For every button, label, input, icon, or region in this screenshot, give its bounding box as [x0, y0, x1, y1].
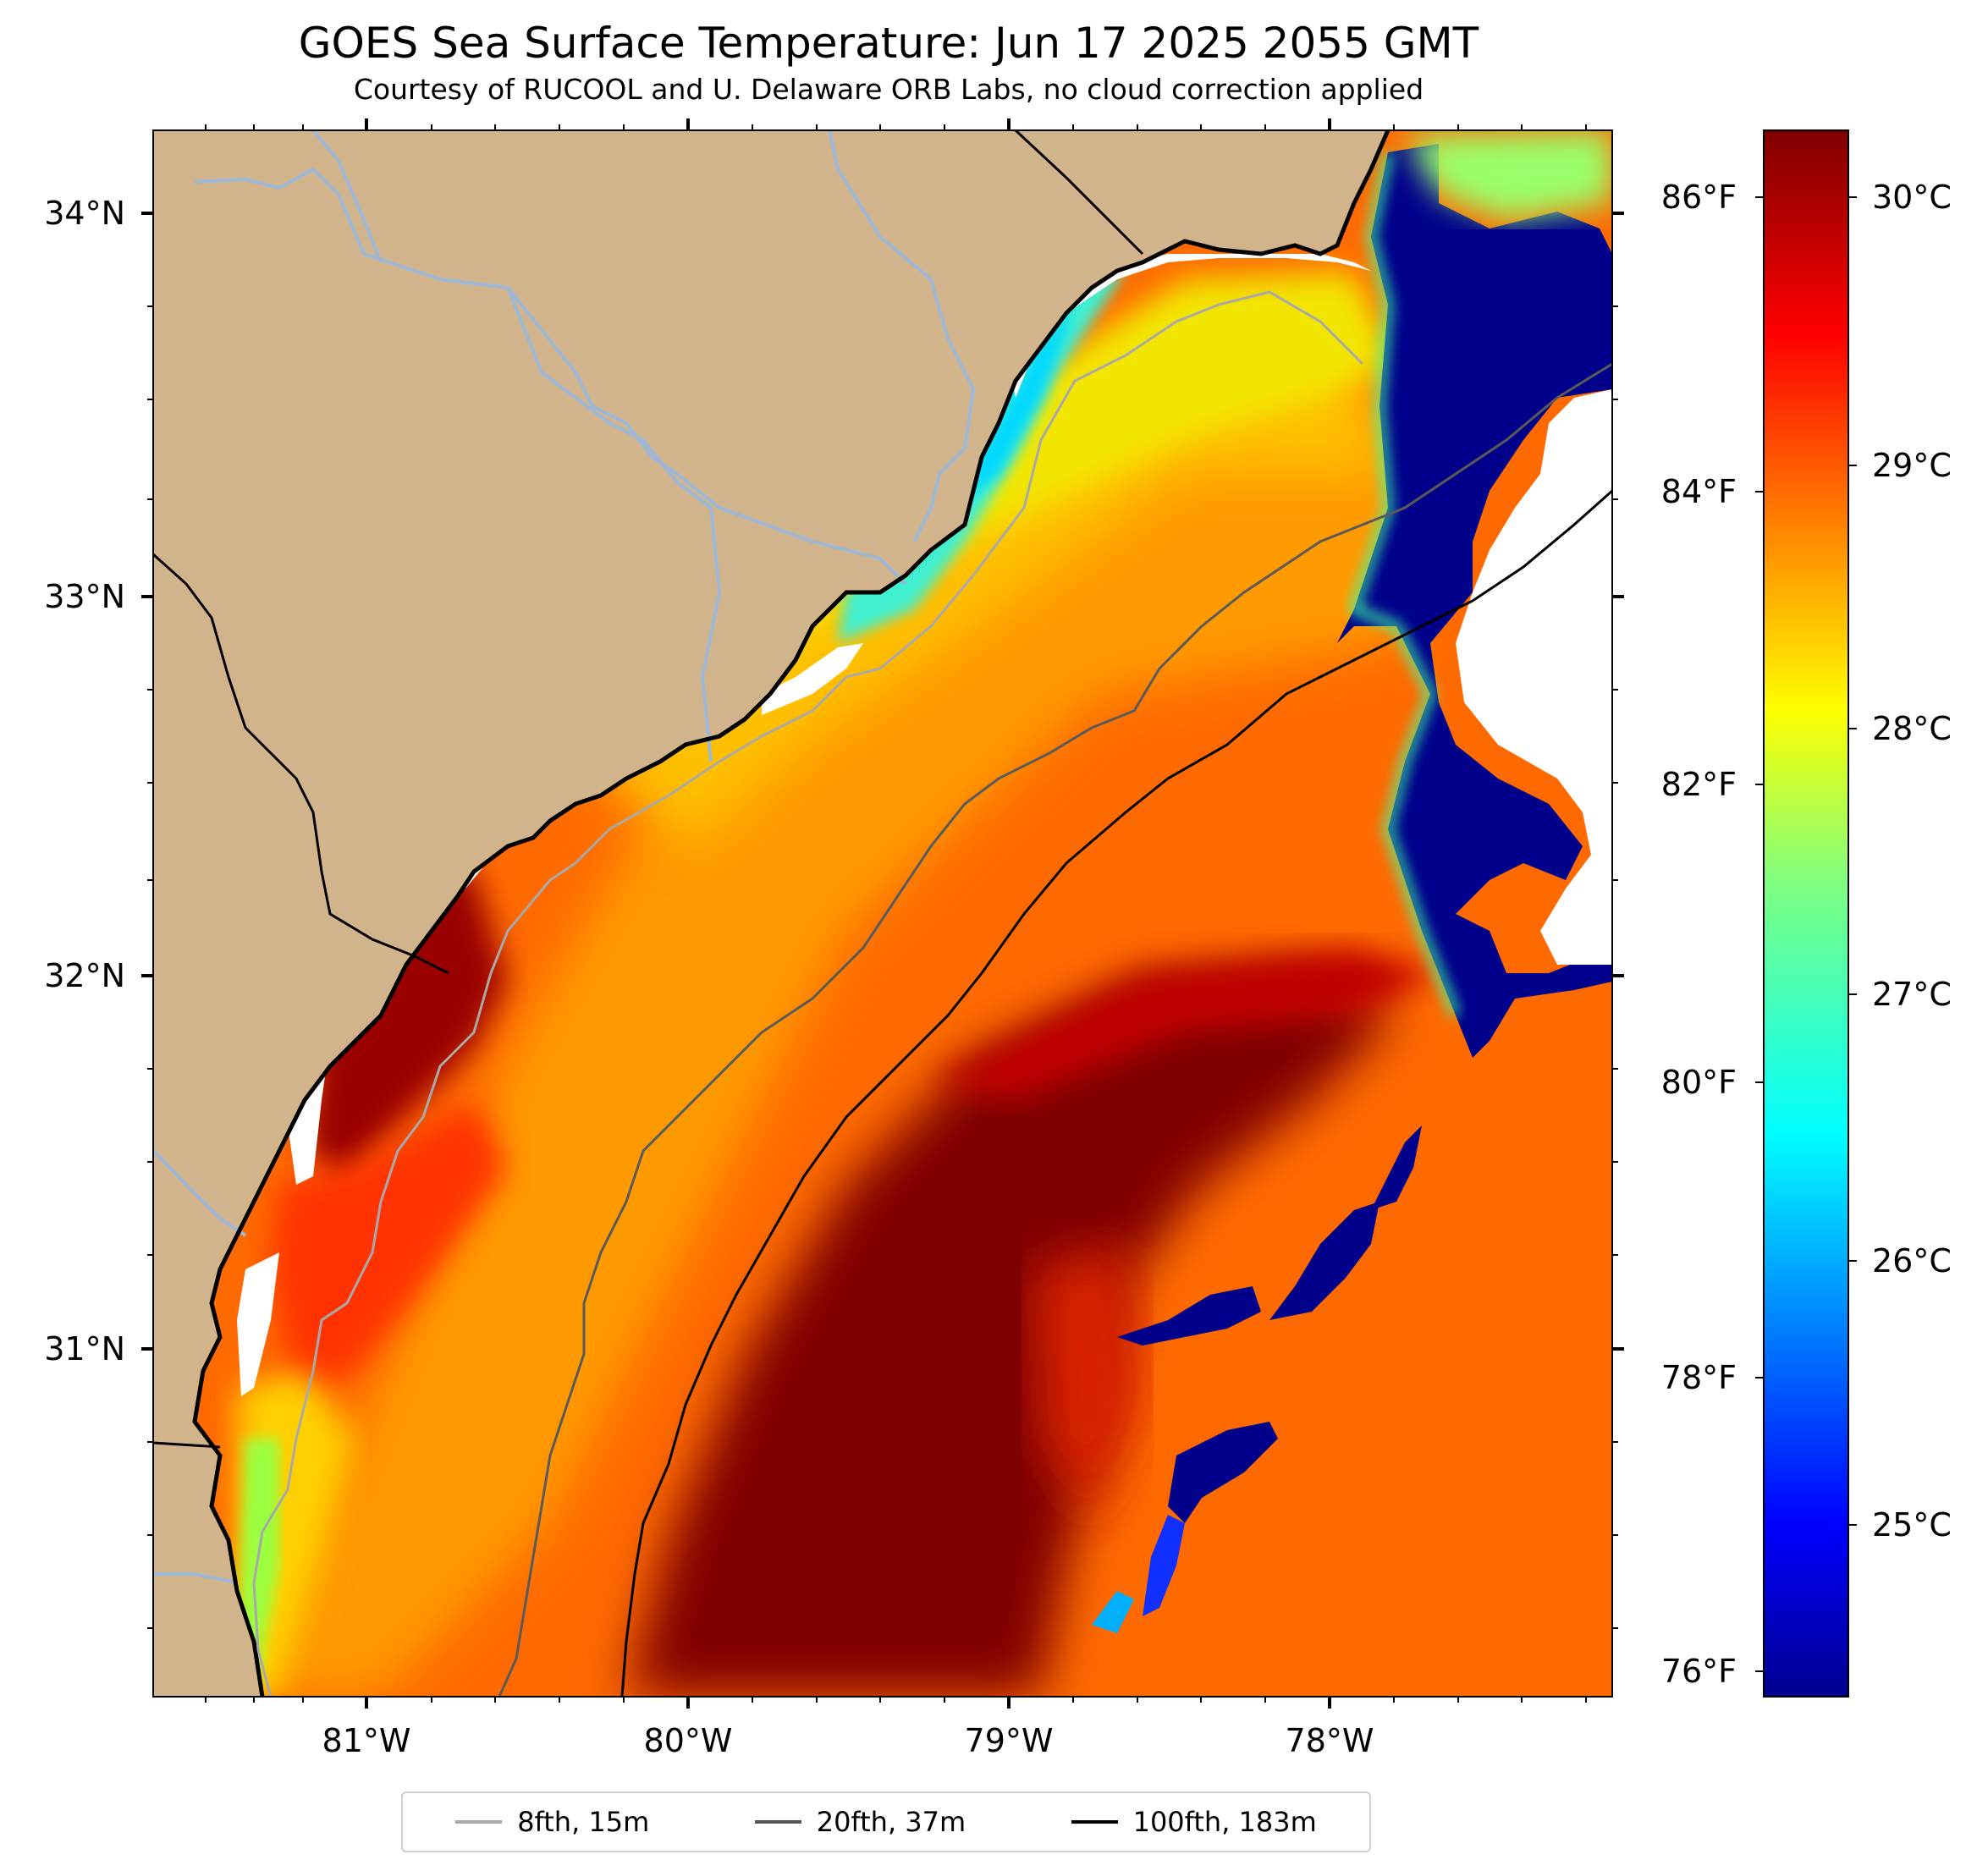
lat-major-ticks: [141, 212, 1624, 1351]
colorbar-c-27: 27°C: [1872, 976, 1952, 1013]
colorbar-c-25: 25°C: [1872, 1506, 1952, 1544]
coastline: [192, 130, 1390, 1697]
colorbar-c-30: 30°C: [1872, 179, 1952, 216]
colorbar-c-29: 29°C: [1872, 447, 1952, 484]
colorbar-f-80: 80°F: [1661, 1064, 1737, 1101]
colorbar-c-28: 28°C: [1872, 710, 1952, 747]
colorbar-gradient: [1763, 129, 1849, 1698]
colorbar-f-86: 86°F: [1661, 179, 1737, 216]
legend-swatch-100fth: [1071, 1820, 1118, 1824]
legend-swatch-20fth: [754, 1820, 801, 1824]
rivers: [153, 130, 976, 1584]
isobath-8fth: [252, 290, 1364, 1697]
isobath-20fth: [498, 362, 1612, 1697]
legend-item-8fth: 8fth, 15m: [455, 1806, 649, 1838]
lon-label-78: 78°W: [1286, 1722, 1374, 1759]
isobath-100fth: [620, 489, 1612, 1697]
isobath-legend: 8fth, 15m 20fth, 37m 100fth, 183m: [401, 1791, 1371, 1852]
lon-major-ticks: [365, 118, 1331, 1709]
colorbar-f-76: 76°F: [1661, 1653, 1737, 1690]
lon-label-79: 79°W: [965, 1722, 1054, 1759]
colorbar-f-78: 78°F: [1661, 1359, 1737, 1396]
lat-label-34: 34°N: [44, 195, 125, 232]
sst-raster: [153, 130, 1612, 1697]
colorbar-f-82: 82°F: [1661, 766, 1737, 803]
plot-frame: [152, 129, 1613, 1698]
legend-item-100fth: 100fth, 183m: [1071, 1806, 1317, 1838]
lat-minor-ticks: [147, 305, 1618, 1629]
map-title: GOES Sea Surface Temperature: Jun 17 202…: [298, 19, 1479, 68]
lat-label-32: 32°N: [44, 957, 125, 994]
legend-label-8fth: 8fth, 15m: [517, 1806, 650, 1838]
lon-label-81: 81°W: [322, 1722, 411, 1759]
lat-label-33: 33°N: [44, 578, 125, 615]
legend-swatch-8fth: [455, 1820, 503, 1824]
colorbar-c-26: 26°C: [1872, 1242, 1952, 1279]
state-borders: [153, 130, 1144, 1449]
map-subtitle: Courtesy of RUCOOL and U. Delaware ORB L…: [353, 73, 1424, 106]
lat-label-31: 31°N: [44, 1330, 125, 1367]
legend-label-100fth: 100fth, 183m: [1132, 1806, 1317, 1838]
colorbar-f-84: 84°F: [1661, 473, 1737, 510]
colorbar: 30°C 29°C 28°C 27°C 26°C 25°C 86°F 84°F …: [1661, 129, 1952, 1698]
lon-label-80: 80°W: [644, 1722, 733, 1759]
lon-minor-ticks: [205, 124, 1587, 1703]
legend-label-20fth: 20fth, 37m: [816, 1806, 966, 1838]
legend-item-20fth: 20fth, 37m: [754, 1806, 966, 1838]
